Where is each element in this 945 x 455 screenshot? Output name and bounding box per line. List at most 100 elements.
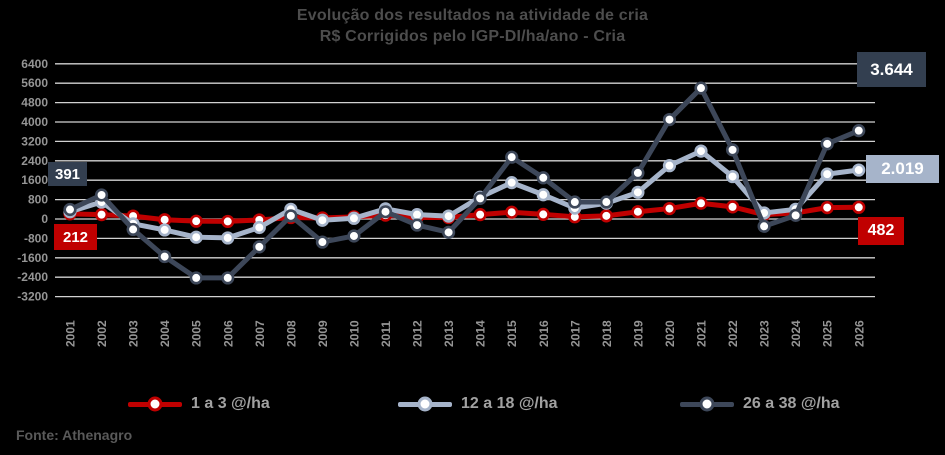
data-point-marker bbox=[536, 171, 550, 185]
data-point-marker bbox=[599, 195, 613, 209]
data-point-marker bbox=[662, 112, 677, 127]
x-axis-year-label: 2005 bbox=[190, 320, 204, 347]
legend-marker-dot bbox=[147, 396, 163, 412]
data-point-marker bbox=[473, 191, 487, 205]
legend-item-26a38: 26 a 38 @/ha bbox=[680, 391, 840, 417]
y-axis-tick-label: 1600 bbox=[21, 173, 48, 187]
y-axis-tick-label: 6400 bbox=[21, 57, 48, 71]
data-point-marker bbox=[189, 214, 203, 228]
data-point-marker bbox=[757, 219, 771, 233]
data-point-marker bbox=[694, 81, 708, 95]
data-point-marker bbox=[284, 209, 298, 223]
data-point-marker bbox=[694, 144, 708, 158]
data-point-marker bbox=[252, 240, 266, 254]
legend-swatch-dark-icon bbox=[680, 396, 734, 412]
data-point-marker bbox=[94, 208, 109, 222]
x-axis-year-label: 2007 bbox=[253, 320, 267, 347]
data-point-marker bbox=[315, 213, 330, 227]
data-point-marker bbox=[189, 271, 203, 285]
data-point-marker bbox=[820, 201, 834, 215]
data-point-marker bbox=[662, 201, 677, 216]
x-axis-year-label: 2006 bbox=[221, 320, 235, 347]
x-axis-year-label: 2001 bbox=[64, 320, 78, 347]
x-axis-year-label: 2003 bbox=[127, 320, 141, 347]
data-point-marker bbox=[725, 169, 740, 184]
data-point-marker bbox=[536, 207, 550, 221]
legend-label: 12 a 18 @/ha bbox=[461, 395, 558, 412]
x-axis-year-label: 2014 bbox=[474, 320, 488, 347]
data-point-marker bbox=[725, 143, 740, 157]
data-point-marker bbox=[789, 208, 803, 222]
data-point-marker bbox=[631, 166, 645, 180]
data-point-marker bbox=[94, 188, 109, 202]
data-point-marker bbox=[852, 124, 866, 138]
y-axis-tick-label: 4800 bbox=[21, 96, 48, 110]
y-axis-tick-label: 3200 bbox=[21, 134, 48, 148]
data-point-marker bbox=[126, 222, 140, 237]
data-point-marker bbox=[820, 137, 834, 151]
data-point-marker bbox=[315, 235, 330, 249]
data-point-marker bbox=[442, 225, 456, 239]
data-point-marker bbox=[852, 200, 866, 214]
data-label-red-2026: 482 bbox=[858, 217, 904, 245]
data-point-marker bbox=[378, 205, 393, 219]
x-axis-year-label: 2010 bbox=[347, 320, 361, 347]
data-point-marker bbox=[505, 176, 519, 190]
data-point-marker bbox=[568, 195, 582, 209]
y-axis-tick-label: -1600 bbox=[17, 251, 48, 265]
x-axis-year-label: 2025 bbox=[821, 320, 835, 347]
data-point-marker bbox=[631, 205, 645, 219]
data-point-marker bbox=[662, 159, 677, 173]
data-point-marker bbox=[536, 188, 550, 202]
data-point-marker bbox=[505, 205, 519, 219]
chart-title-line1: Evolução dos resultados na atividade de … bbox=[296, 7, 649, 24]
y-axis-tick-label: -3200 bbox=[17, 290, 48, 304]
x-axis-year-label: 2016 bbox=[537, 320, 551, 347]
data-point-marker bbox=[820, 167, 834, 181]
x-axis-year-label: 2015 bbox=[505, 320, 519, 347]
data-point-marker bbox=[252, 220, 266, 235]
data-point-marker bbox=[725, 200, 740, 214]
x-axis-year-label: 2024 bbox=[789, 320, 803, 347]
chart-legend: 1 a 3 @/ha 12 a 18 @/ha 26 a 38 @/ha bbox=[0, 391, 945, 417]
x-axis-year-label: 2018 bbox=[600, 320, 614, 347]
data-label-dark-2026: 3.644 bbox=[857, 52, 926, 87]
data-label-red-2001: 212 bbox=[54, 224, 97, 250]
data-point-marker bbox=[631, 185, 645, 199]
data-point-marker bbox=[221, 214, 235, 229]
x-axis-year-label: 2023 bbox=[758, 320, 772, 347]
legend-label: 26 a 38 @/ha bbox=[743, 395, 840, 412]
y-axis-tick-label: -2400 bbox=[17, 270, 48, 284]
x-axis-year-label: 2008 bbox=[284, 320, 298, 347]
x-axis-year-label: 2009 bbox=[316, 320, 330, 347]
legend-swatch-red-icon bbox=[128, 396, 182, 412]
x-axis-year-label: 2002 bbox=[95, 320, 109, 347]
chart-title: Evolução dos resultados na atividade de … bbox=[0, 5, 945, 47]
data-point-marker bbox=[221, 231, 235, 245]
x-axis-year-label: 2013 bbox=[442, 320, 456, 347]
x-axis-year-label: 2012 bbox=[411, 320, 425, 347]
data-point-marker bbox=[473, 208, 487, 222]
data-point-marker bbox=[63, 202, 77, 217]
legend-label: 1 a 3 @/ha bbox=[191, 395, 270, 412]
legend-item-12a18: 12 a 18 @/ha bbox=[398, 391, 558, 417]
data-point-marker bbox=[599, 209, 613, 223]
data-point-marker bbox=[442, 209, 456, 223]
y-axis-tick-label: 2400 bbox=[21, 154, 48, 168]
data-point-marker bbox=[189, 230, 203, 244]
chart-title-line2: R$ Corrigidos pelo IGP-DI/ha/ano - Cria bbox=[319, 28, 626, 45]
legend-marker-dot bbox=[699, 396, 715, 412]
x-axis-year-label: 2021 bbox=[695, 320, 709, 347]
data-point-marker bbox=[221, 271, 235, 285]
x-axis-year-label: 2019 bbox=[631, 320, 645, 347]
x-axis-year-label: 2004 bbox=[158, 320, 172, 347]
data-point-marker bbox=[158, 249, 172, 264]
data-point-marker bbox=[852, 163, 866, 177]
data-point-marker bbox=[694, 196, 708, 210]
data-point-marker bbox=[158, 223, 172, 237]
y-axis-tick-label: 800 bbox=[28, 193, 48, 207]
data-point-marker bbox=[347, 229, 361, 243]
x-axis-year-label: 2026 bbox=[852, 320, 866, 347]
